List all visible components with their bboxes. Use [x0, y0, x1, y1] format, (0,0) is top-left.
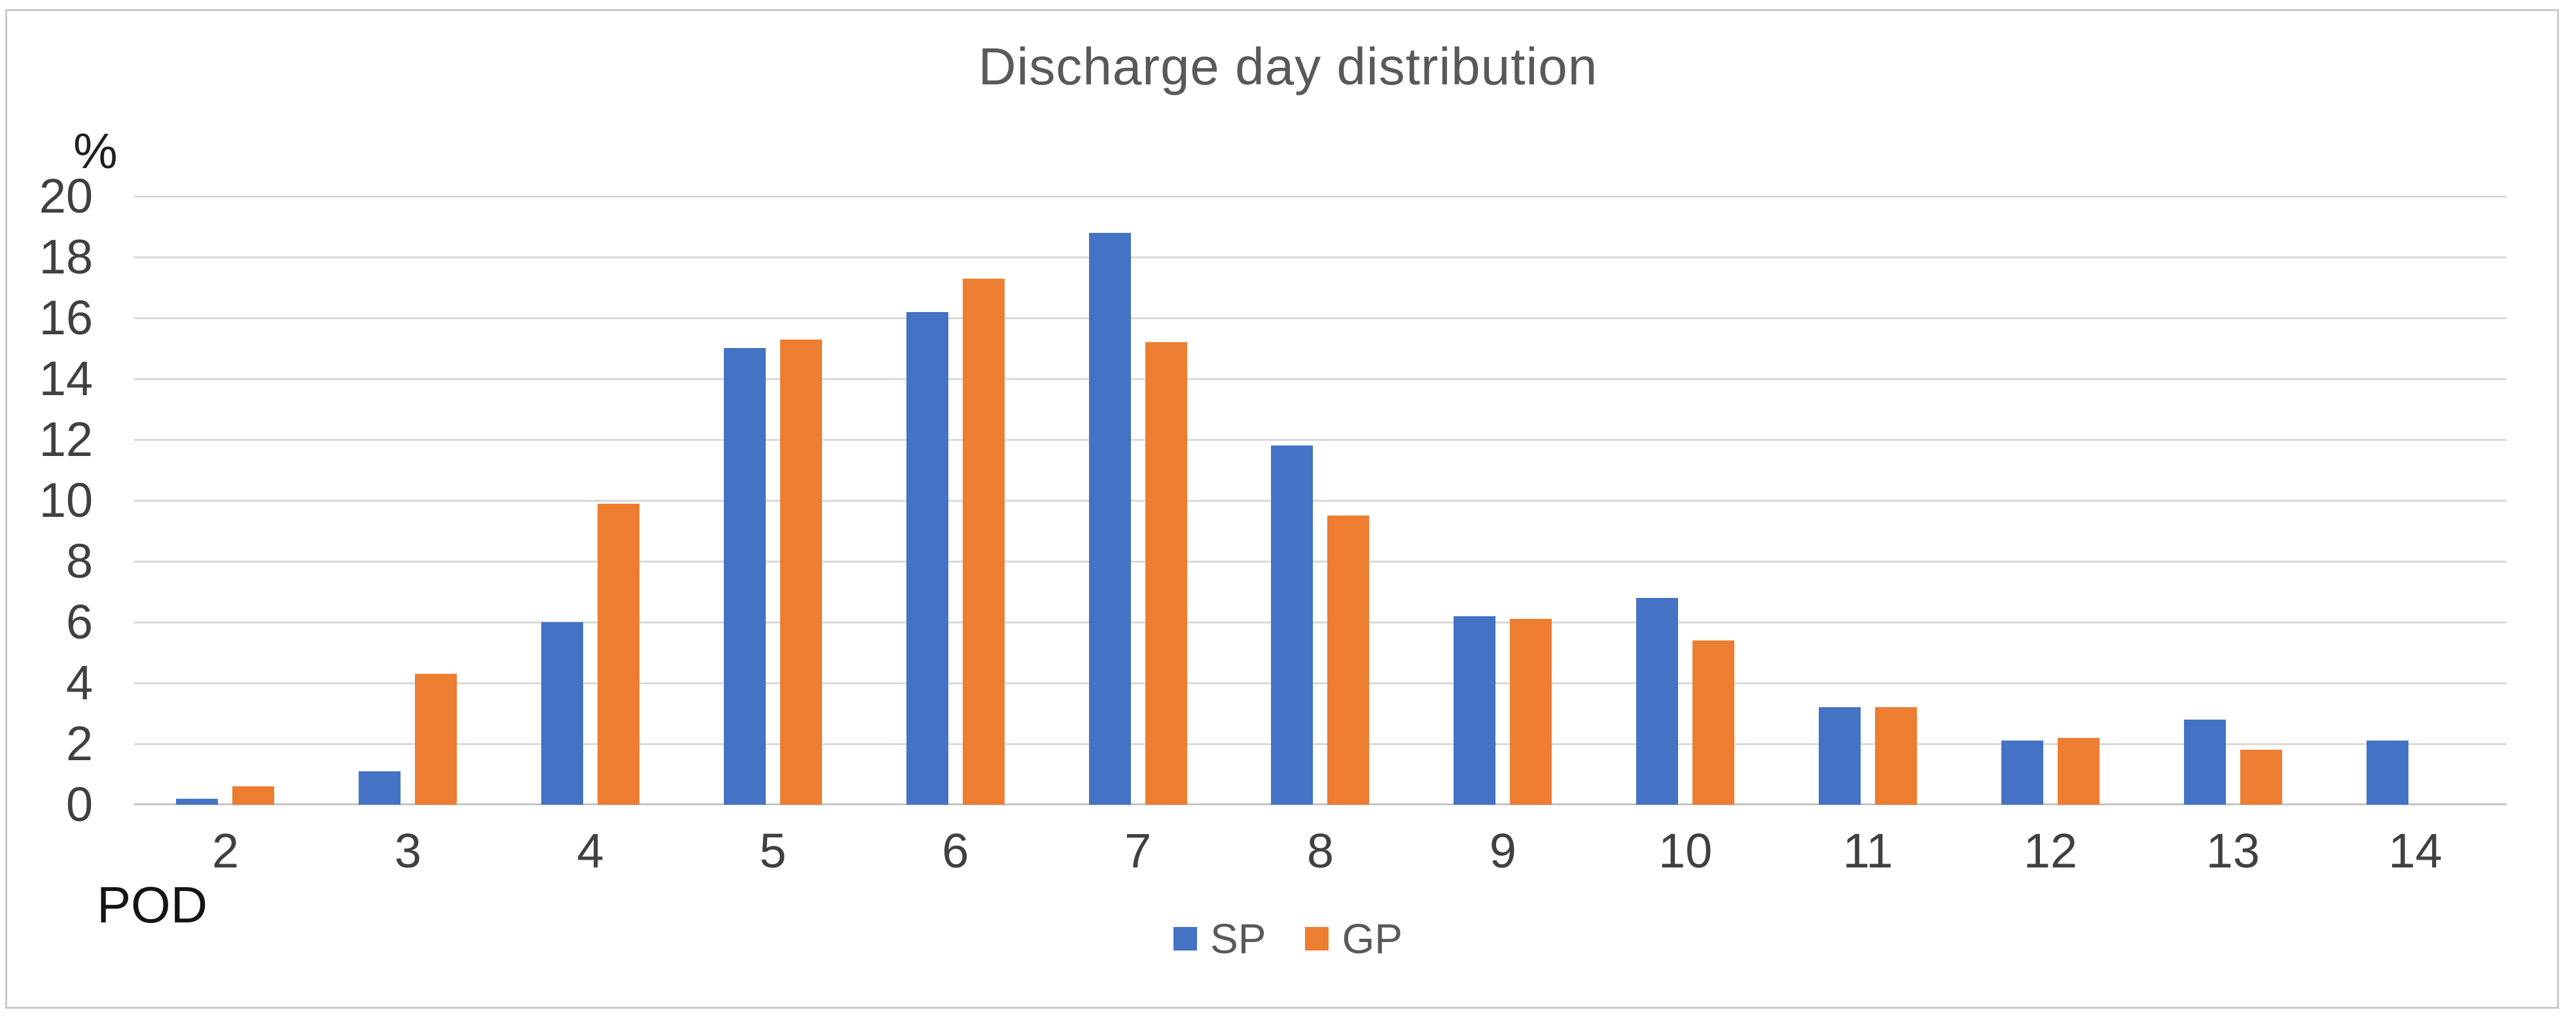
- bar-sp-pod-11: [1819, 707, 1861, 805]
- gridline-y-8: [134, 561, 2507, 563]
- legend-label-sp: SP: [1210, 915, 1266, 962]
- bar-group-pod-10: [1594, 196, 1777, 805]
- y-tick-label-12: 12: [39, 412, 93, 466]
- bar-group-pod-8: [1229, 196, 1412, 805]
- plot-area: [134, 196, 2507, 805]
- bar-group-pod-9: [1412, 196, 1594, 805]
- x-tick-label-6: 6: [942, 824, 969, 878]
- bar-gp-pod-11: [1875, 707, 1918, 805]
- y-axis-unit-label: %: [73, 124, 118, 179]
- bar-gp-pod-5: [779, 340, 822, 805]
- y-tick-label-10: 10: [39, 473, 93, 527]
- y-tick-label-0: 0: [65, 777, 93, 831]
- bar-sp-pod-13: [2183, 720, 2226, 805]
- bar-sp-pod-7: [1088, 233, 1131, 805]
- legend-entry-sp: SP: [1173, 915, 1266, 963]
- x-tick-label-12: 12: [2023, 824, 2078, 878]
- bar-gp-pod-9: [1510, 619, 1552, 805]
- bar-group-pod-11: [1777, 196, 1959, 805]
- legend-swatch-gp: [1305, 927, 1329, 951]
- bar-gp-pod-10: [1692, 640, 1735, 805]
- x-tick-label-14: 14: [2388, 824, 2442, 878]
- bar-group-pod-5: [682, 196, 865, 805]
- x-tick-label-11: 11: [1842, 824, 1893, 878]
- x-axis-line: [134, 803, 2507, 805]
- bar-sp-pod-4: [541, 622, 584, 805]
- x-tick-label-3: 3: [394, 824, 421, 878]
- bar-group-pod-4: [499, 196, 682, 805]
- bar-gp-pod-2: [232, 786, 275, 805]
- bar-gp-pod-7: [1145, 342, 1187, 805]
- bar-sp-pod-10: [1636, 598, 1679, 805]
- bar-gp-pod-6: [962, 279, 1005, 805]
- bar-gp-pod-12: [2057, 738, 2100, 805]
- gridline-y-4: [134, 682, 2507, 684]
- bar-group-pod-6: [864, 196, 1046, 805]
- legend-entry-gp: GP: [1305, 915, 1403, 963]
- gridline-y-18: [134, 256, 2507, 258]
- y-tick-label-8: 8: [65, 534, 93, 588]
- bar-gp-pod-8: [1327, 516, 1370, 805]
- bar-group-pod-3: [317, 196, 499, 805]
- y-tick-label-18: 18: [39, 230, 93, 284]
- gridline-y-16: [134, 317, 2507, 319]
- x-tick-label-5: 5: [759, 824, 787, 878]
- legend-swatch-sp: [1173, 927, 1198, 951]
- bar-group-pod-7: [1046, 196, 1229, 805]
- legend: SP GP: [0, 915, 2576, 963]
- bar-sp-pod-3: [359, 771, 401, 805]
- bar-gp-pod-13: [2240, 750, 2282, 805]
- y-tick-label-20: 20: [39, 169, 93, 223]
- bar-gp-pod-3: [415, 674, 457, 805]
- x-axis-tick-labels: 2 3 4 5 6 7 8 9 10 11 12 13 14: [134, 823, 2507, 882]
- x-tick-label-7: 7: [1124, 824, 1152, 878]
- x-tick-label-13: 13: [2206, 824, 2260, 878]
- x-tick-label-4: 4: [577, 824, 604, 878]
- x-tick-label-2: 2: [211, 824, 239, 878]
- y-tick-label-6: 6: [65, 595, 93, 649]
- bar-sp-pod-9: [1454, 616, 1496, 805]
- y-tick-label-14: 14: [39, 351, 93, 406]
- bar-group-pod-14: [2324, 196, 2507, 805]
- bar-sp-pod-2: [176, 799, 219, 805]
- legend-label-gp: GP: [1342, 915, 1403, 962]
- bar-group-pod-13: [2141, 196, 2324, 805]
- y-axis-tick-labels: 0 2 4 6 8 10 12 14 16 18 20: [0, 169, 111, 831]
- gridline-y-14: [134, 378, 2507, 380]
- x-tick-label-9: 9: [1489, 824, 1516, 878]
- bar-sp-pod-14: [2366, 741, 2408, 805]
- bar-sp-pod-12: [2001, 741, 2043, 805]
- bar-gp-pod-4: [598, 504, 640, 805]
- x-tick-label-8: 8: [1306, 824, 1334, 878]
- gridline-y-6: [134, 621, 2507, 623]
- y-tick-label-16: 16: [39, 290, 93, 345]
- x-tick-label-10: 10: [1658, 824, 1713, 878]
- y-tick-label-4: 4: [65, 655, 93, 710]
- gridline-y-2: [134, 743, 2507, 745]
- x-axis-title: POD: [97, 876, 208, 934]
- y-tick-label-2: 2: [65, 716, 93, 771]
- gridline-y-10: [134, 500, 2507, 502]
- bar-group-pod-2: [134, 196, 317, 805]
- chart-title: Discharge day distribution: [978, 37, 1598, 96]
- gridline-y-20: [134, 196, 2507, 198]
- bar-group-pod-12: [1959, 196, 2141, 805]
- bar-sp-pod-6: [906, 312, 948, 805]
- gridline-y-12: [134, 439, 2507, 441]
- bar-sp-pod-5: [723, 348, 766, 805]
- bar-sp-pod-8: [1271, 446, 1314, 805]
